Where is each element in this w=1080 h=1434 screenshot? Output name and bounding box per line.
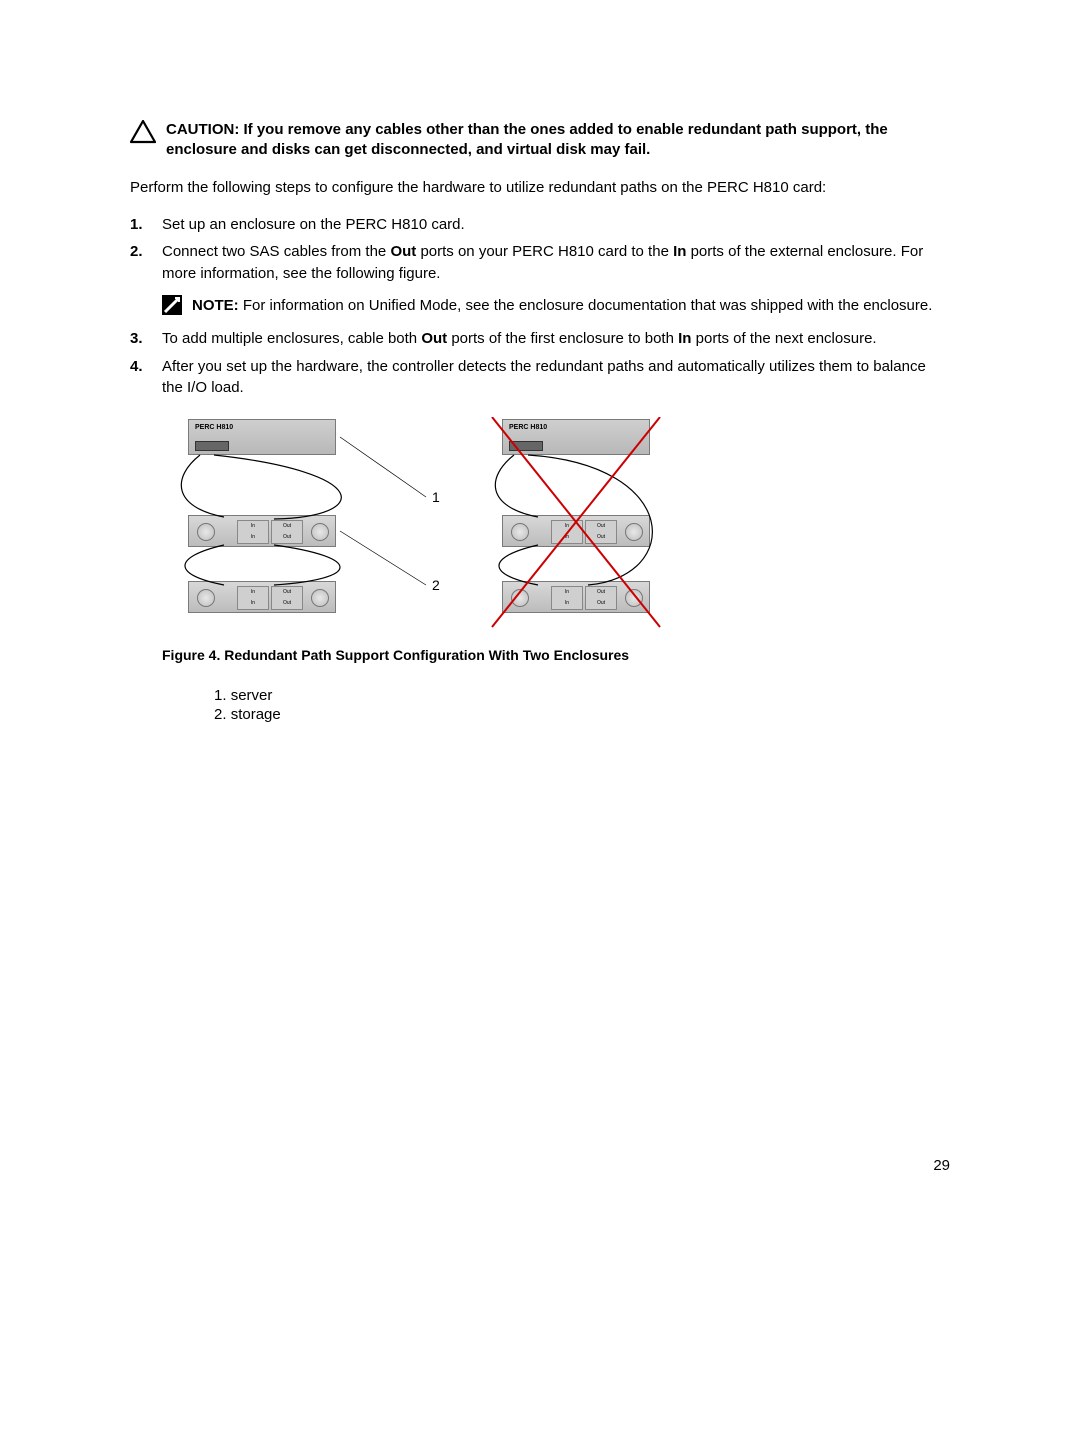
step-number: 4.: [130, 356, 162, 378]
caution-body: If you remove any cables other than the …: [166, 121, 888, 158]
step-item: 4. After you set up the hardware, the co…: [130, 356, 950, 400]
document-page: CAUTION: If you remove any cables other …: [0, 0, 1080, 1434]
legend-label: storage: [231, 706, 281, 723]
step-item: 2. Connect two SAS cables from the Out p…: [130, 241, 950, 322]
legend-num: 1.: [214, 687, 227, 704]
note-body: For information on Unified Mode, see the…: [243, 297, 933, 314]
step-body: Set up an enclosure on the PERC H810 car…: [162, 214, 950, 236]
page-number: 29: [933, 1157, 950, 1174]
step-body: Connect two SAS cables from the Out port…: [162, 241, 950, 322]
legend-item: 1. server: [214, 687, 950, 704]
note-label: NOTE:: [192, 297, 239, 314]
step-body: To add multiple enclosures, cable both O…: [162, 328, 950, 350]
caution-text: CAUTION: If you remove any cables other …: [166, 120, 950, 161]
caution-block: CAUTION: If you remove any cables other …: [130, 120, 950, 161]
note-icon: [162, 295, 182, 315]
intro-text: Perform the following steps to configure…: [130, 179, 950, 196]
callout-1: 1: [432, 489, 440, 505]
figure-caption: Figure 4. Redundant Path Support Configu…: [162, 647, 950, 663]
note-text: NOTE: For information on Unified Mode, s…: [192, 295, 932, 316]
step-number: 2.: [130, 241, 162, 263]
step-body: After you set up the hardware, the contr…: [162, 356, 950, 400]
diagram-overlay: [162, 417, 676, 633]
step-number: 3.: [130, 328, 162, 350]
step-item: 3. To add multiple enclosures, cable bot…: [130, 328, 950, 350]
legend-label: server: [231, 687, 273, 704]
diagram: PERC H810 InIn OutOut InIn OutOut PERC H…: [162, 417, 676, 633]
legend-item: 2. storage: [214, 706, 950, 723]
step-item: 1. Set up an enclosure on the PERC H810 …: [130, 214, 950, 236]
note-block: NOTE: For information on Unified Mode, s…: [162, 295, 950, 316]
figure-4: PERC H810 InIn OutOut InIn OutOut PERC H…: [162, 417, 950, 723]
legend-num: 2.: [214, 706, 227, 723]
step-number: 1.: [130, 214, 162, 236]
step-list: 1. Set up an enclosure on the PERC H810 …: [130, 214, 950, 400]
figure-legend: 1. server 2. storage: [214, 687, 950, 723]
caution-icon: [130, 120, 156, 144]
callout-2: 2: [432, 577, 440, 593]
caution-label: CAUTION:: [166, 121, 239, 138]
